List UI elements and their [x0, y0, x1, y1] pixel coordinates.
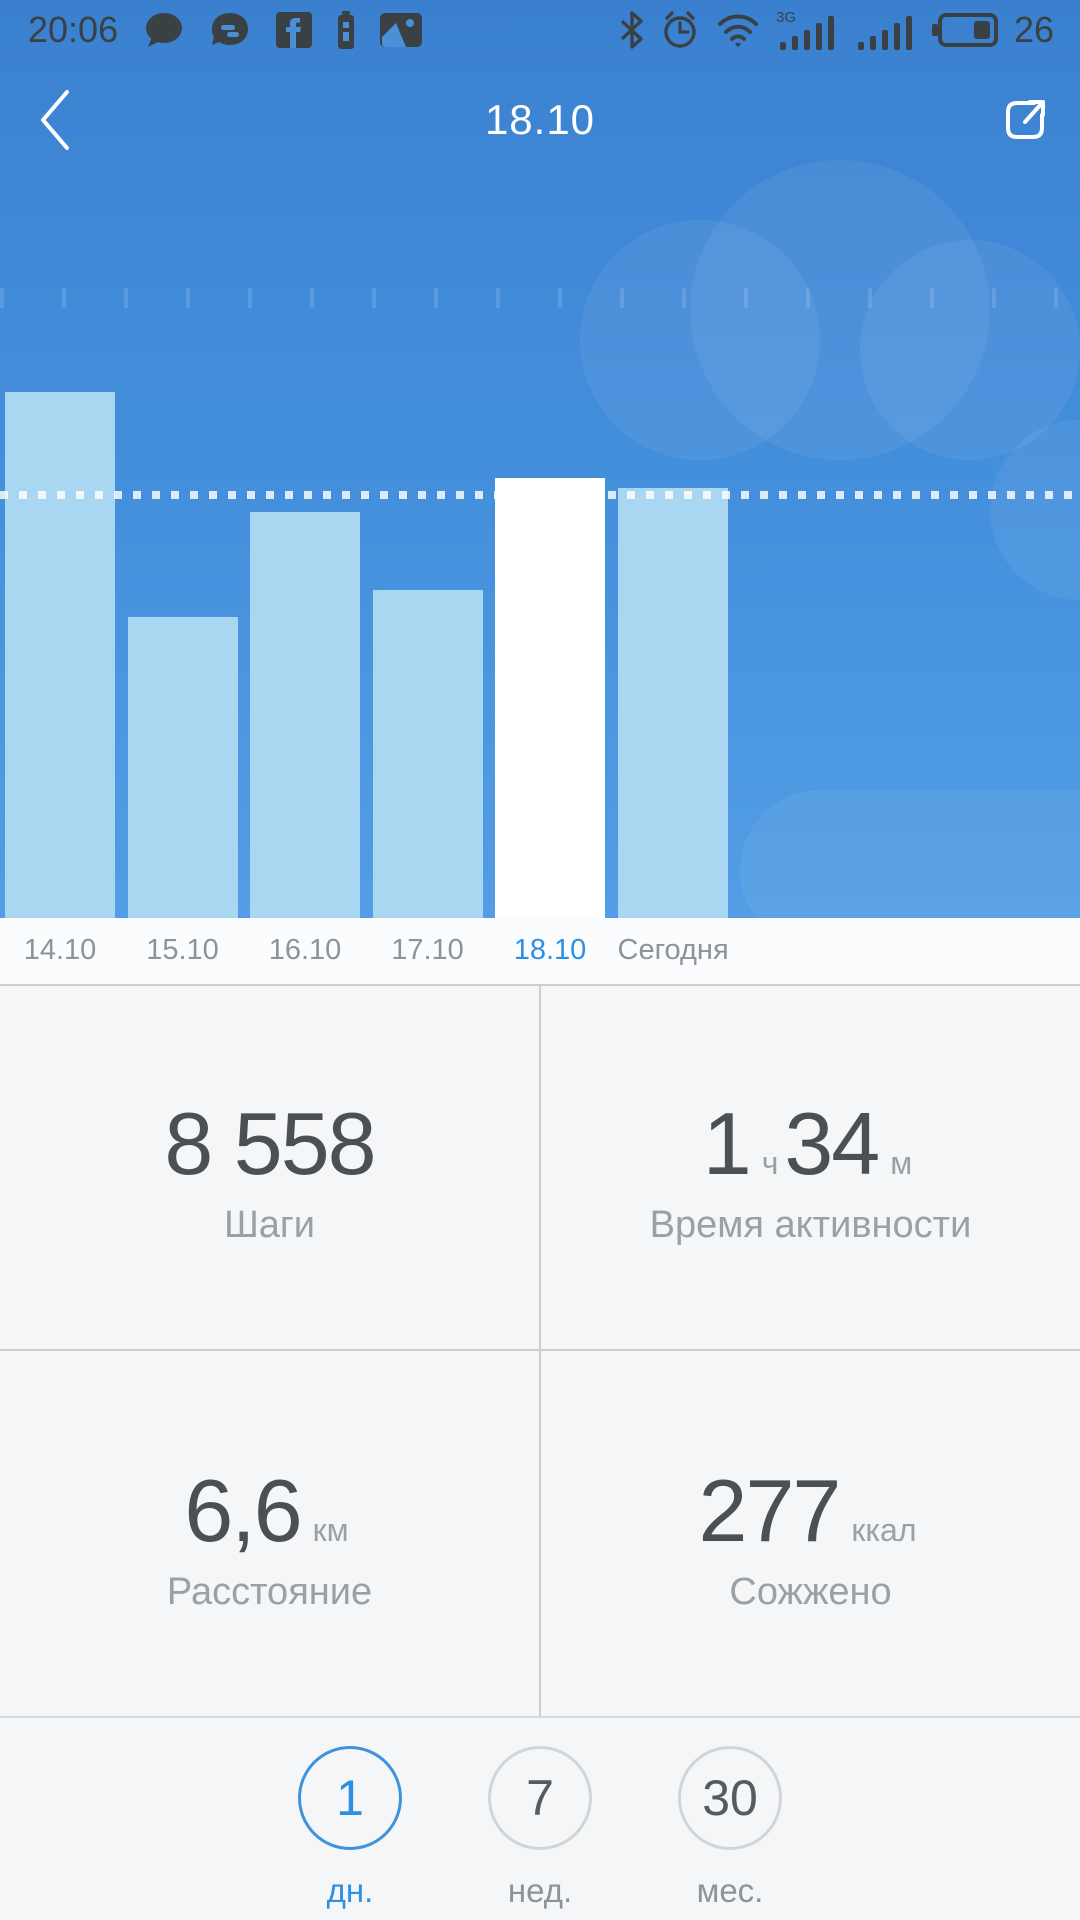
cloud-shape [580, 220, 820, 460]
clock-text: 20:06 [28, 9, 119, 50]
share-button[interactable] [970, 60, 1080, 180]
date-axis: 14.10 15.10 16.10 17.10 18.10 Сегодня [0, 918, 1080, 984]
date-label-today[interactable]: Сегодня [617, 934, 729, 966]
chart-bar[interactable] [250, 512, 360, 918]
steps-chart [0, 0, 1080, 918]
hours-unit: ч [761, 1145, 779, 1181]
date-label[interactable]: 16.10 [268, 934, 342, 966]
tab-day[interactable]: 1 дн. [298, 1718, 402, 1920]
tab-week-circle[interactable]: 7 [488, 1746, 592, 1850]
status-bar: 20:06 [0, 0, 1080, 60]
stat-activity-time: 1 ч34 м Время активности [541, 984, 1080, 1349]
date-label[interactable]: 15.10 [146, 934, 219, 966]
distance-value: 6,6 [184, 1461, 302, 1560]
back-button[interactable] [0, 60, 110, 180]
facebook-icon [276, 12, 313, 48]
kcal-unit: ккал [851, 1512, 917, 1548]
wifi-icon [717, 14, 758, 47]
tab-month[interactable]: 30 мес. [678, 1718, 782, 1920]
stat-steps: 8 558 Шаги [0, 984, 539, 1349]
chart-bar-today[interactable] [617, 488, 728, 918]
cloud-shape [690, 160, 990, 460]
share-icon [1006, 100, 1045, 139]
stats-grid: 8 558 Шаги 1 ч34 м Время активности 6,6 км … [0, 984, 1080, 1716]
tab-week-label: нед. [507, 1872, 573, 1909]
period-tabs: 1 дн. 7 нед. 30 мес. [0, 1716, 1080, 1920]
activity-minutes-value: 34 [784, 1094, 880, 1193]
sms-icon [146, 13, 183, 47]
tab-day-label: дн. [326, 1872, 374, 1909]
calories-value: 277 [698, 1461, 842, 1560]
date-label[interactable]: 14.10 [23, 934, 97, 966]
chart-bar-selected[interactable] [495, 478, 605, 918]
signal-icon [857, 16, 912, 50]
chart-bars [5, 392, 728, 918]
alarm-icon [664, 11, 696, 48]
chart-bar[interactable] [5, 392, 115, 918]
tab-month-circle[interactable]: 30 [678, 1746, 782, 1850]
minutes-unit: м [890, 1145, 913, 1181]
divider [0, 1349, 1080, 1351]
page-title: 18.10 [484, 96, 596, 143]
tab-week[interactable]: 7 нед. [488, 1718, 592, 1920]
tab-day-circle[interactable]: 1 [298, 1746, 402, 1850]
app-header: 18.10 [0, 60, 1080, 180]
signal-3g-icon: 3G [776, 9, 834, 50]
steps-label: Шаги [223, 1204, 316, 1246]
distance-label: Расстояние [166, 1571, 373, 1613]
activity-hours-value: 1 [702, 1094, 752, 1193]
stat-calories: 277 ккал Сожжено [541, 1351, 1080, 1716]
calories-label: Сожжено [729, 1571, 892, 1613]
gallery-icon [380, 13, 423, 47]
divider [0, 984, 1080, 986]
cloud-shape [860, 240, 1080, 460]
activity-time-label: Время активности [649, 1204, 972, 1246]
bluetooth-icon [621, 11, 643, 49]
goal-line [0, 491, 1080, 499]
stat-distance: 6,6 км Расстояние [0, 1351, 539, 1716]
chart-bar[interactable] [127, 617, 238, 918]
network-type-label: 3G [776, 9, 796, 26]
tab-month-label: мес. [696, 1872, 764, 1909]
battery-small-icon [338, 11, 355, 49]
battery-icon [931, 13, 998, 47]
chart-bar[interactable] [372, 590, 483, 918]
date-label-selected[interactable]: 18.10 [513, 934, 587, 966]
back-chevron-icon [41, 90, 69, 150]
chart-tick-row [0, 288, 1080, 308]
steps-value: 8 558 [164, 1094, 376, 1193]
date-label[interactable]: 17.10 [391, 934, 464, 966]
cloud-shape [740, 790, 1080, 918]
battery-percent-text: 26 [1013, 9, 1054, 50]
km-unit: км [312, 1512, 349, 1548]
chat-icon [212, 13, 249, 45]
